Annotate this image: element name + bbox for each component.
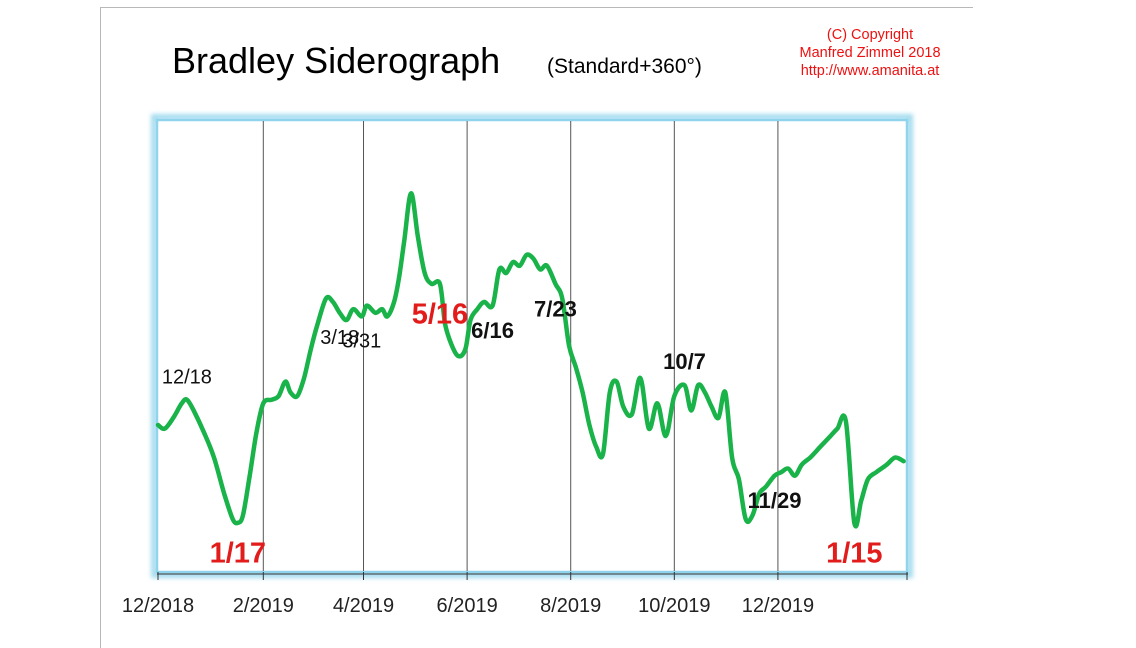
copyright-author: Manfred Zimmel 2018 — [799, 45, 941, 61]
annotation-label: 5/16 — [412, 299, 468, 331]
annotation-label: 3/31 — [342, 330, 381, 352]
x-tick-label: 12/2018 — [122, 595, 194, 617]
x-tick-label: 6/2019 — [437, 595, 498, 617]
x-tick-label: 4/2019 — [333, 595, 394, 617]
x-tick-label: 12/2019 — [742, 595, 814, 617]
bradley-series-line — [155, 191, 906, 529]
annotation-label: 10/7 — [663, 349, 706, 374]
annotation-label: 11/29 — [748, 488, 802, 513]
annotation-label: 3/18 — [320, 327, 359, 349]
plot-glow — [151, 114, 913, 578]
x-tick-label: 2/2019 — [233, 595, 294, 617]
x-tick-label: 8/2019 — [540, 595, 601, 617]
annotation-label: 1/17 — [210, 538, 266, 570]
copyright-url[interactable]: http://www.amanita.at — [800, 63, 940, 79]
copyright-line: (C) Copyright — [826, 27, 914, 43]
annotation-label: 7/23 — [534, 296, 577, 321]
annotation-label: 12/18 — [162, 367, 212, 389]
annotation-label: 6/16 — [471, 318, 514, 343]
x-tick-label: 10/2019 — [638, 595, 710, 617]
plot-area — [155, 118, 909, 574]
annotation-label: 1/15 — [826, 538, 882, 570]
copyright-block: (C) Copyright Manfred Zimmel 2018 http:/… — [782, 26, 958, 80]
chart-subtitle: (Standard+360°) — [547, 55, 702, 78]
chart-title: Bradley Siderograph — [172, 40, 501, 81]
